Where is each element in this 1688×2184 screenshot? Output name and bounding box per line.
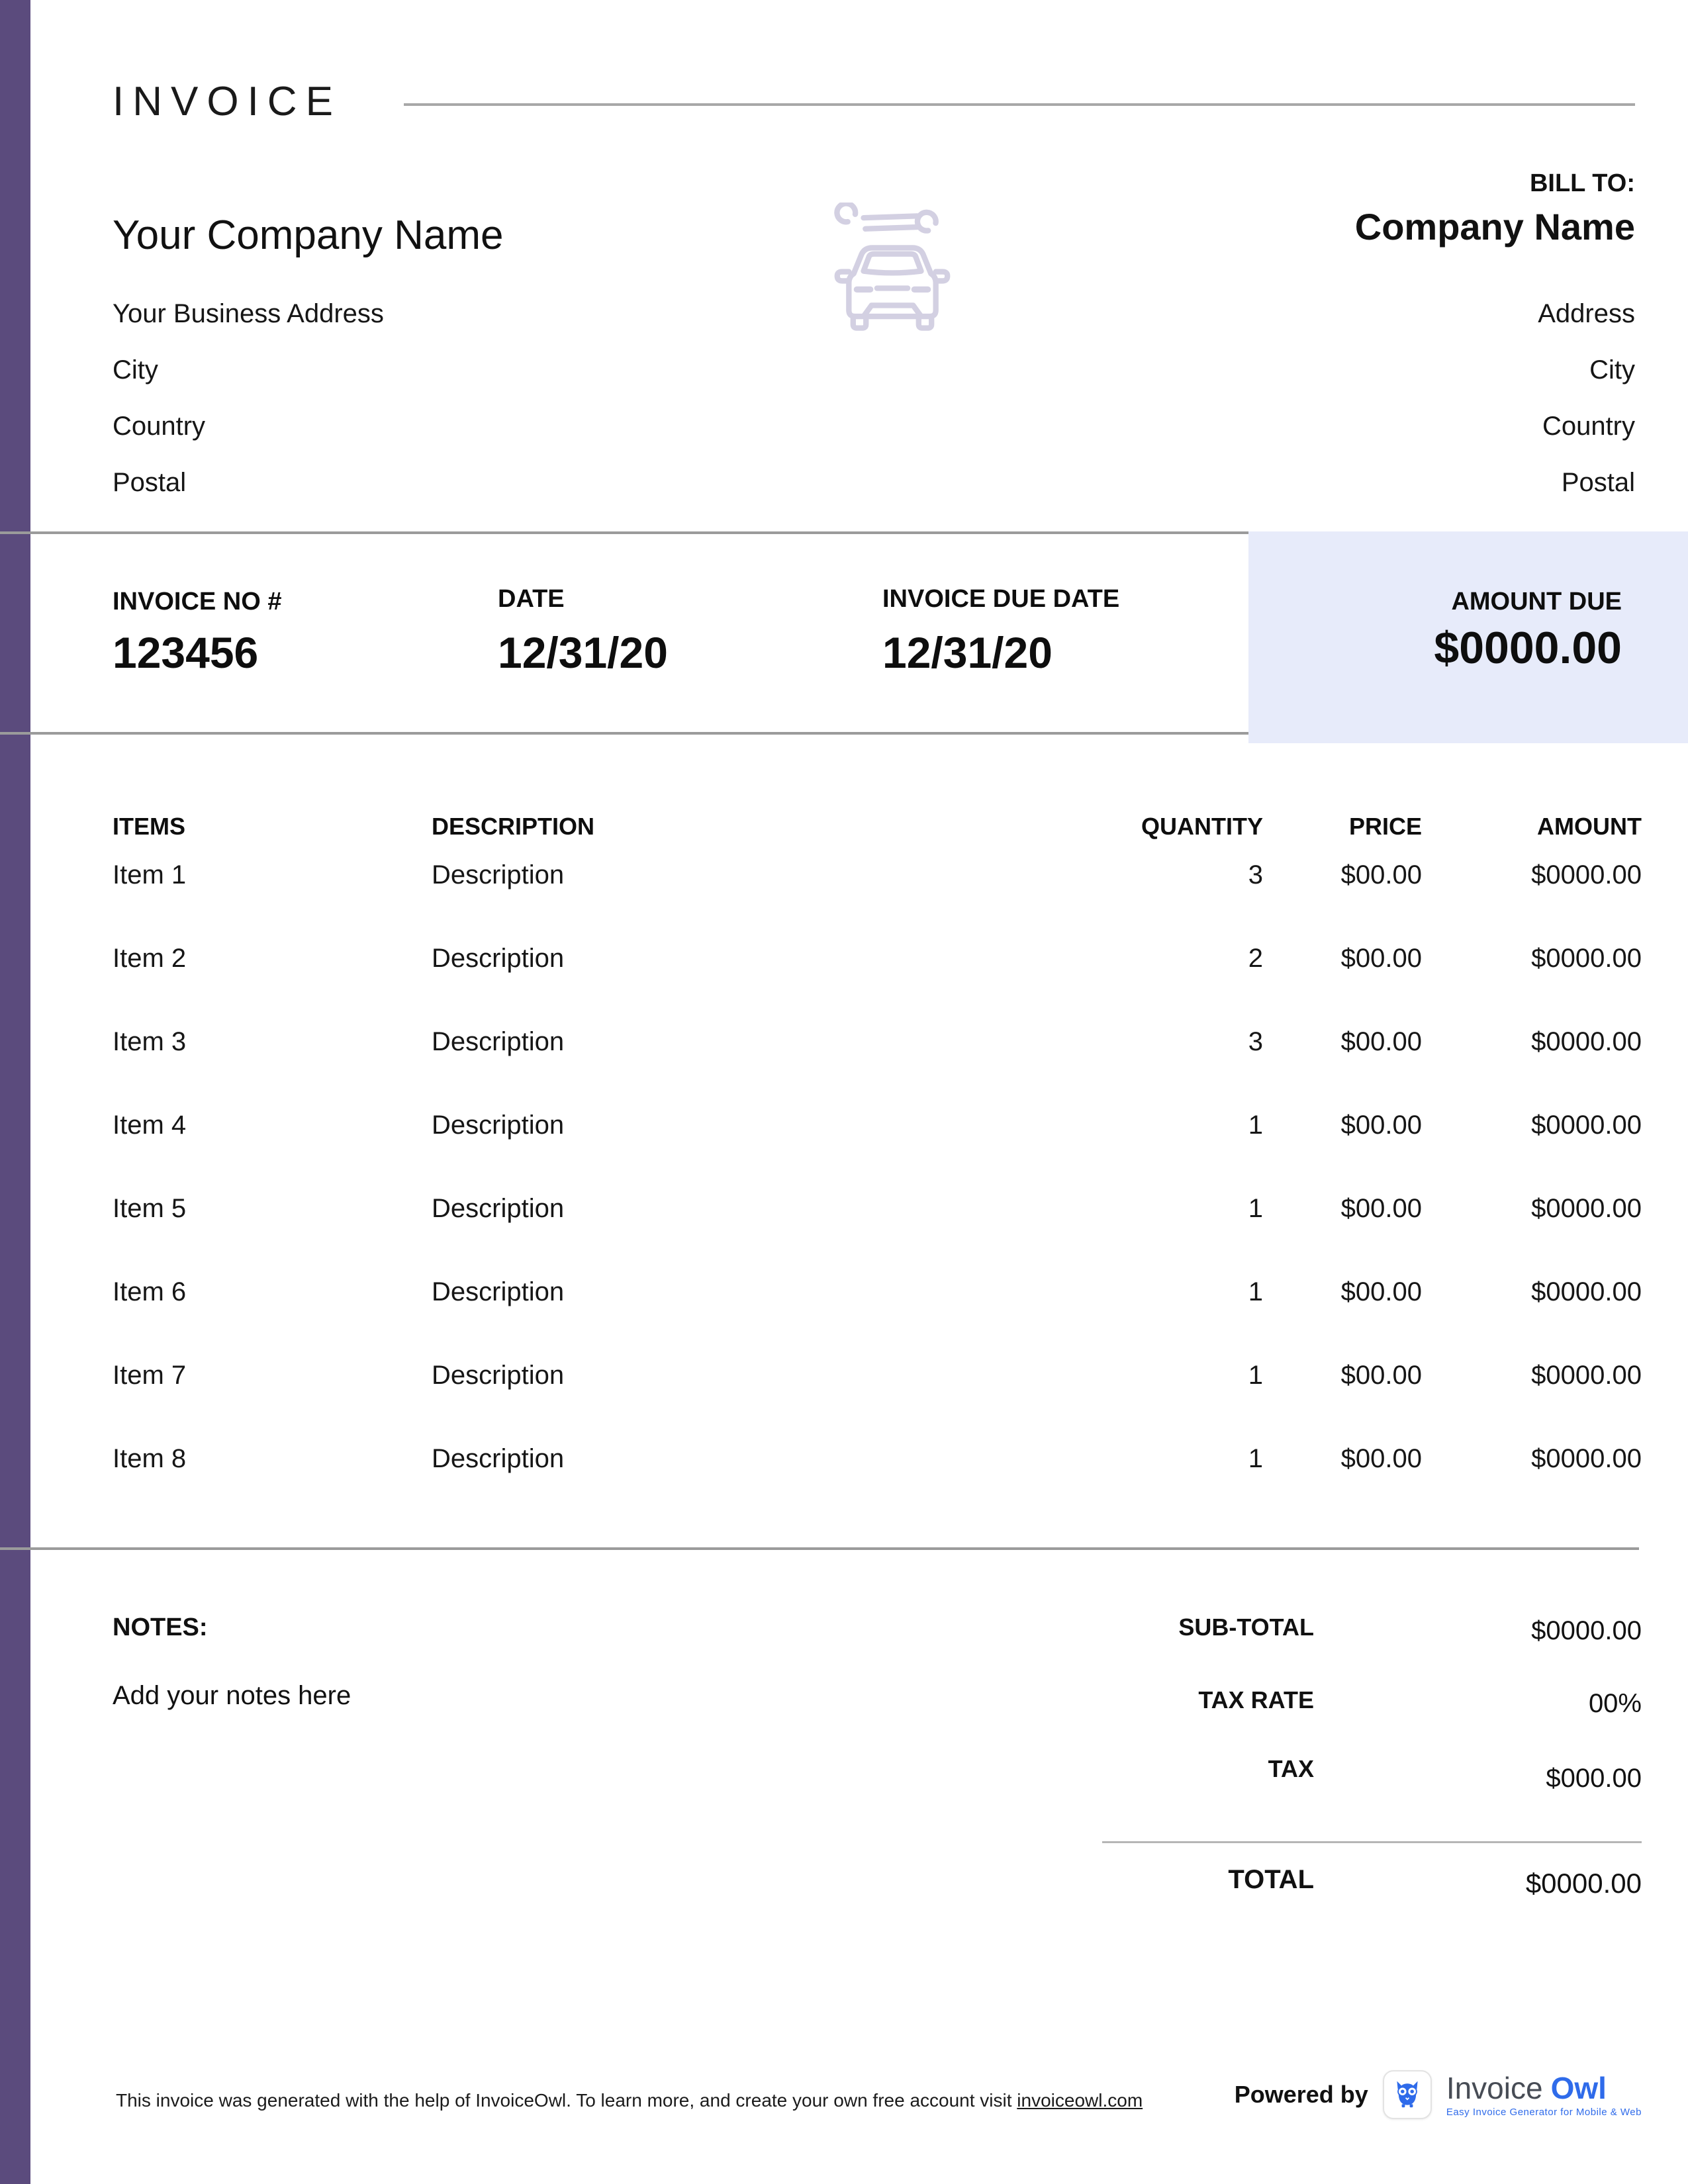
footer-note-text: This invoice was generated with the help…: [116, 2090, 1012, 2111]
logo-invoice-text: Invoice: [1446, 2070, 1543, 2105]
seller-company-name: Your Company Name: [113, 212, 504, 258]
row-amount: $0000.00: [1531, 1277, 1642, 1306]
row-description: Description: [432, 1277, 565, 1306]
row-quantity: 1: [1248, 1111, 1263, 1140]
row-description: Description: [432, 1027, 565, 1056]
row-item: Item 6: [113, 1277, 187, 1306]
row-item: Item 3: [113, 1027, 187, 1056]
bill-to-company: Company Name: [1354, 206, 1635, 248]
row-quantity: 1: [1248, 1444, 1263, 1473]
invoiceowl-owl-icon: [1382, 2070, 1432, 2119]
row-price: $00.00: [1340, 1027, 1422, 1056]
row-amount: $0000.00: [1531, 1194, 1642, 1223]
due-date-label: INVOICE DUE DATE: [882, 585, 1120, 613]
powered-by-block: Powered by Invoice Owl: [1235, 2070, 1642, 2119]
row-price: $00.00: [1340, 944, 1422, 973]
row-item: Item 1: [113, 860, 187, 889]
row-price: $00.00: [1340, 1444, 1422, 1473]
powered-by-label: Powered by: [1234, 2081, 1368, 2108]
seller-country: Country: [113, 412, 206, 441]
due-date-value: 12/31/20: [882, 628, 1053, 677]
row-quantity: 1: [1248, 1277, 1263, 1306]
row-item: Item 5: [113, 1194, 187, 1223]
row-description: Description: [432, 1361, 565, 1390]
page-title: INVOICE: [113, 79, 342, 124]
row-amount: $0000.00: [1531, 1111, 1642, 1140]
notes-label: NOTES:: [113, 1614, 208, 1641]
logo-tagline: Easy Invoice Generator for Mobile & Web: [1446, 2106, 1642, 2118]
row-amount: $0000.00: [1531, 1027, 1642, 1056]
row-price: $00.00: [1340, 1111, 1422, 1140]
logo-owl-text: Owl: [1550, 2070, 1607, 2105]
col-header-quantity: QUANTITY: [1141, 813, 1263, 840]
row-description: Description: [432, 1194, 565, 1223]
seller-address: Your Business Address: [113, 299, 384, 328]
bill-to-label: BILL TO:: [1529, 169, 1635, 197]
bill-to-address: Address: [1538, 299, 1635, 328]
row-price: $00.00: [1340, 860, 1422, 889]
date-label: DATE: [498, 585, 565, 613]
invoiceowl-wordmark: Invoice Owl Easy Invoice Generator for M…: [1446, 2073, 1642, 2117]
invoice-no-label: INVOICE NO #: [113, 588, 282, 615]
col-header-price: PRICE: [1348, 813, 1422, 840]
subtotal-value: $0000.00: [1531, 1616, 1642, 1645]
row-quantity: 3: [1248, 860, 1263, 889]
row-amount: $0000.00: [1531, 944, 1642, 973]
row-item: Item 8: [113, 1444, 187, 1473]
subtotal-label: SUB-TOTAL: [1178, 1614, 1314, 1641]
row-amount: $0000.00: [1531, 1361, 1642, 1390]
tax-label: TAX: [1268, 1755, 1314, 1782]
amount-due-label: AMOUNT DUE: [1451, 588, 1622, 615]
tax-rate-value: 00%: [1588, 1689, 1642, 1718]
meta-bar-bottom-rule: [0, 732, 1248, 735]
seller-postal: Postal: [113, 468, 187, 497]
row-quantity: 1: [1248, 1194, 1263, 1223]
row-quantity: 2: [1248, 944, 1263, 973]
table-bottom-rule: [0, 1547, 1639, 1550]
amount-due-panel: [1248, 531, 1688, 743]
bill-to-postal: Postal: [1561, 468, 1635, 497]
row-description: Description: [432, 944, 565, 973]
meta-bar-top-rule: [0, 531, 1248, 534]
row-item: Item 4: [113, 1111, 187, 1140]
notes-text: Add your notes here: [113, 1681, 352, 1710]
tax-value: $000.00: [1546, 1764, 1642, 1793]
total-value: $0000.00: [1525, 1868, 1642, 1899]
bill-to-country: Country: [1542, 412, 1635, 441]
date-value: 12/31/20: [498, 628, 668, 677]
row-description: Description: [432, 1111, 565, 1140]
row-price: $00.00: [1340, 1277, 1422, 1306]
left-accent-bar: [0, 0, 30, 2184]
col-header-items: ITEMS: [113, 813, 186, 840]
tax-rate-label: TAX RATE: [1198, 1686, 1314, 1713]
footer-note: This invoice was generated with the help…: [116, 2090, 1143, 2111]
row-amount: $0000.00: [1531, 1444, 1642, 1473]
row-quantity: 3: [1248, 1027, 1263, 1056]
invoiceowl-link[interactable]: invoiceowl.com: [1017, 2090, 1143, 2111]
car-service-icon: [825, 201, 960, 353]
title-rule: [404, 103, 1635, 106]
col-header-description: DESCRIPTION: [432, 813, 595, 840]
total-label: TOTAL: [1228, 1865, 1314, 1894]
invoice-no-value: 123456: [113, 628, 259, 677]
row-item: Item 2: [113, 944, 187, 973]
row-description: Description: [432, 860, 565, 889]
row-description: Description: [432, 1444, 565, 1473]
total-rule: [1102, 1841, 1642, 1843]
row-amount: $0000.00: [1531, 860, 1642, 889]
row-item: Item 7: [113, 1361, 187, 1390]
bill-to-city: City: [1589, 355, 1635, 385]
row-price: $00.00: [1340, 1361, 1422, 1390]
amount-due-value: $0000.00: [1434, 623, 1622, 673]
row-price: $00.00: [1340, 1194, 1422, 1223]
row-quantity: 1: [1248, 1361, 1263, 1390]
col-header-amount: AMOUNT: [1537, 813, 1642, 840]
seller-city: City: [113, 355, 158, 385]
